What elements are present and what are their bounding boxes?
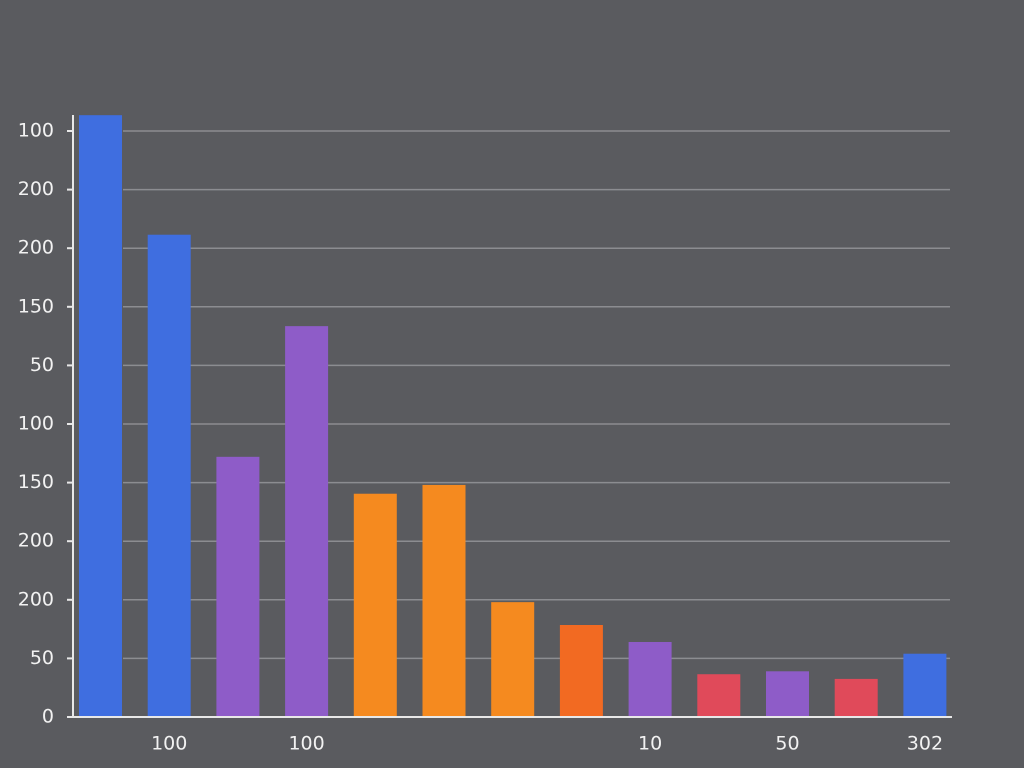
y-tick-label: 200 [18, 530, 54, 552]
x-tick-label: 10 [638, 733, 662, 755]
bar [79, 115, 122, 718]
y-tick-label: 200 [18, 237, 54, 259]
y-tick-label: 50 [30, 647, 54, 669]
y-tick-label: 100 [18, 120, 54, 142]
x-tick-label: 100 [151, 733, 187, 755]
bar [766, 671, 809, 717]
bar [559, 624, 603, 717]
x-tick-label: 100 [288, 733, 324, 755]
bar [834, 678, 878, 717]
bar [422, 484, 466, 717]
y-tick-label: 150 [18, 471, 54, 493]
x-tick-label: 302 [907, 733, 943, 755]
bar [216, 456, 260, 717]
bar [903, 653, 947, 717]
x-tick-label: 50 [775, 733, 799, 755]
bar [285, 326, 329, 717]
bar [147, 234, 191, 718]
bar [697, 674, 741, 717]
bar [353, 493, 397, 717]
y-tick-label: 200 [18, 178, 54, 200]
y-tick-label: 50 [30, 354, 54, 376]
y-tick-label: 0 [42, 706, 54, 728]
y-tick-label: 100 [18, 413, 54, 435]
bar [491, 602, 535, 717]
y-tick-label: 150 [18, 295, 54, 317]
bar [628, 641, 672, 717]
y-tick-label: 200 [18, 588, 54, 610]
